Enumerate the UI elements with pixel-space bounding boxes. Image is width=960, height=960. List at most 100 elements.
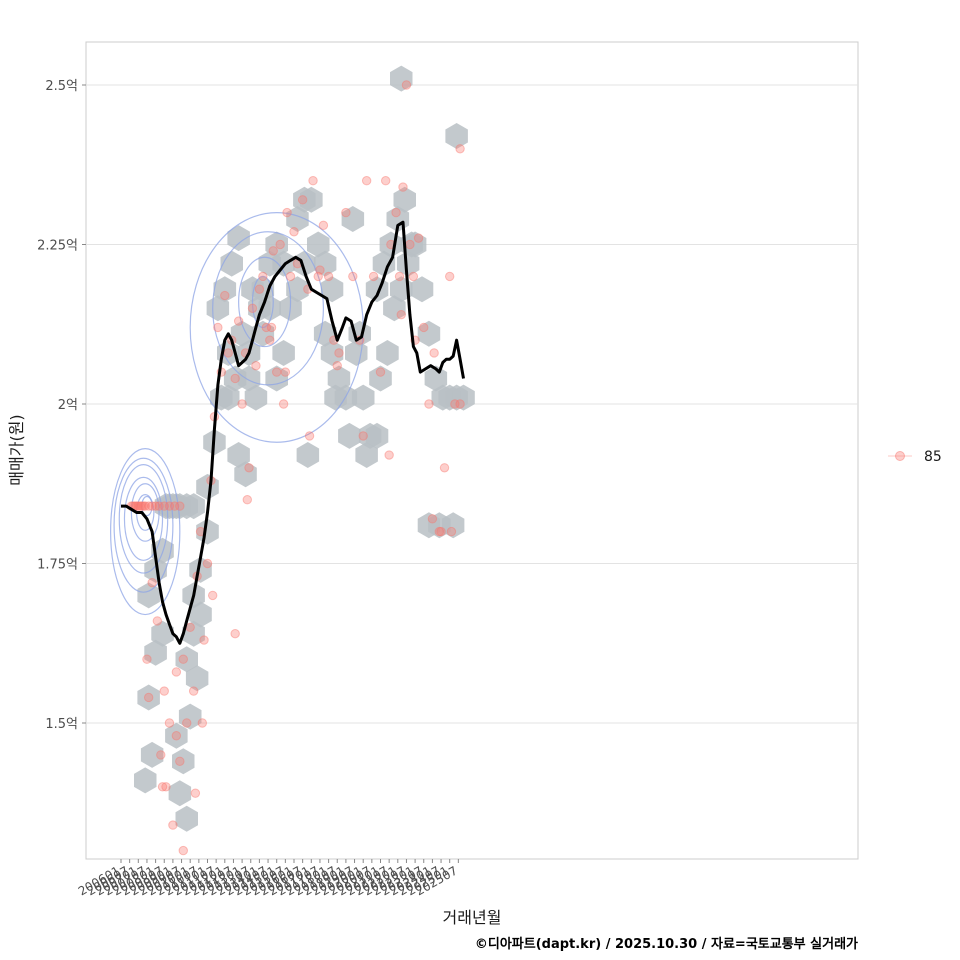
hexbin	[144, 639, 167, 666]
data-point	[131, 501, 142, 511]
hexbin	[307, 231, 330, 258]
data-point	[358, 431, 368, 441]
density-contour	[251, 275, 274, 329]
hexbin	[137, 684, 160, 711]
data-point	[242, 495, 252, 505]
data-point	[159, 501, 169, 511]
hexbin	[452, 384, 475, 411]
data-point	[233, 316, 244, 326]
hexbin	[341, 206, 365, 232]
hexbin	[313, 320, 337, 347]
x-axis-ticks: 2006012006072007012007072008012008072009…	[76, 859, 460, 899]
hexbin	[327, 365, 351, 392]
data-point	[297, 195, 308, 205]
hexbin	[376, 340, 399, 366]
y-tick-label: 1.75억	[37, 558, 78, 573]
hexbin	[182, 493, 205, 520]
data-point	[429, 348, 439, 358]
data-point	[143, 501, 154, 511]
data-point	[261, 322, 272, 333]
hexbin	[441, 512, 465, 539]
legend-key-point	[895, 451, 905, 461]
density-contour	[130, 483, 160, 542]
data-point	[237, 399, 247, 409]
hexbin	[189, 556, 212, 583]
y-tick-label: 1.5억	[45, 717, 78, 732]
hexbin	[286, 206, 309, 232]
data-point	[419, 322, 429, 333]
hexbin	[168, 780, 192, 807]
data-point	[135, 501, 145, 511]
data-point	[159, 686, 169, 696]
hexbin	[286, 276, 309, 303]
hexbin	[227, 442, 250, 468]
hexbin	[189, 601, 212, 628]
hexbin	[390, 65, 413, 92]
hexbin	[355, 442, 378, 468]
hexbin	[175, 805, 198, 832]
data-point	[436, 526, 446, 537]
data-point	[202, 558, 213, 569]
data-point	[175, 756, 185, 766]
data-point	[182, 718, 192, 728]
hexbin	[369, 365, 392, 392]
data-point	[247, 303, 258, 313]
data-point	[275, 239, 285, 250]
hexbin	[365, 422, 389, 449]
data-point	[446, 526, 457, 537]
data-point	[147, 501, 157, 511]
hexbin	[165, 722, 188, 749]
data-point	[133, 501, 144, 511]
hexbin	[178, 703, 202, 730]
data-point	[254, 284, 265, 294]
data-point	[140, 501, 150, 511]
data-point	[258, 271, 268, 282]
data-point	[190, 788, 201, 798]
data-point	[424, 399, 434, 409]
data-point	[244, 463, 254, 473]
data-point	[398, 182, 408, 192]
hexbin	[217, 384, 240, 411]
density-contour	[238, 256, 292, 348]
hexbin	[137, 582, 160, 609]
density-contour	[110, 448, 181, 616]
data-point	[285, 271, 296, 282]
hexbin	[300, 186, 323, 213]
hexbin	[393, 186, 416, 213]
hexbin	[272, 340, 295, 366]
data-point	[439, 463, 450, 473]
data-point	[380, 176, 391, 186]
hexbin	[338, 422, 361, 449]
hexbin	[220, 250, 243, 277]
data-point	[391, 207, 401, 218]
data-point	[332, 361, 342, 371]
hexbin	[213, 276, 237, 303]
data-point	[323, 271, 334, 282]
data-point	[278, 399, 289, 409]
data-point	[143, 692, 154, 703]
hexbin	[182, 620, 205, 647]
hexbin	[445, 123, 468, 149]
x-axis-title: 거래년월	[443, 908, 502, 927]
data-point	[455, 144, 465, 154]
hexbin	[244, 384, 268, 411]
hexbin	[206, 295, 230, 322]
data-point	[272, 367, 282, 377]
hexbin	[417, 320, 441, 347]
data-point	[178, 654, 188, 664]
y-tick-label: 2억	[58, 398, 78, 413]
data-point	[178, 845, 188, 856]
data-point	[169, 501, 180, 511]
data-point	[147, 577, 157, 588]
data-point	[138, 501, 149, 511]
data-point	[375, 367, 386, 377]
y-tick-label: 2.25억	[37, 239, 78, 254]
density-contour	[141, 495, 153, 517]
hexbin	[234, 461, 257, 488]
data-point	[408, 271, 419, 282]
hexbin	[296, 442, 320, 468]
hexbin	[251, 276, 275, 303]
data-point	[313, 271, 323, 282]
data-point	[188, 686, 199, 696]
hexbin	[196, 473, 219, 500]
